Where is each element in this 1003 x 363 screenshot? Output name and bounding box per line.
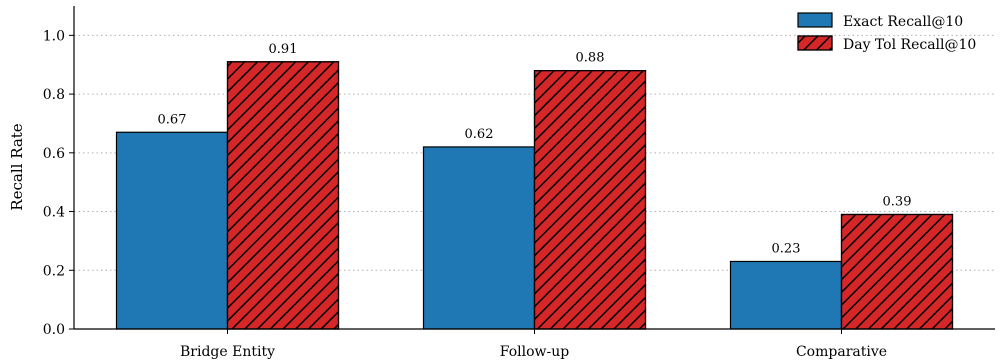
bars [115, 61, 954, 330]
bar-hatch [226, 61, 340, 330]
x-tick-label: Bridge Entity [180, 344, 275, 360]
y-tick-label: 0.4 [43, 205, 65, 221]
y-tick-label: 0.6 [43, 146, 65, 162]
legend-swatch [797, 12, 833, 28]
data-label: 0.67 [158, 112, 187, 127]
y-tick-label: 0.8 [43, 87, 65, 103]
y-tick-label: 0.2 [43, 263, 65, 279]
data-label: 0.23 [772, 241, 801, 256]
data-label: 0.39 [883, 194, 912, 209]
x-tick-label: Comparative [796, 344, 887, 360]
bar-exact [115, 131, 229, 330]
y-tick-label: 0.0 [43, 322, 65, 338]
legend-label: Day Tol Recall@10 [843, 37, 976, 53]
y-tick-label: 1.0 [43, 28, 65, 44]
bar-hatch [533, 69, 647, 330]
y-axis-label: Recall Rate [8, 123, 26, 210]
bar-exact [729, 260, 843, 330]
legend-swatch-hatch [797, 35, 833, 51]
legend: Exact Recall@10 Day Tol Recall@10 [797, 12, 976, 53]
data-label: 0.91 [269, 42, 298, 57]
x-tick-label: Follow-up [500, 344, 569, 360]
bar-hatch [840, 213, 954, 330]
bar-exact [422, 146, 536, 330]
labels: 0.0 0.2 0.4 0.6 0.8 1.0 0.67 0.91 Bridge Entity 0… [43, 28, 912, 360]
data-label: 0.88 [576, 51, 605, 66]
data-label: 0.62 [465, 127, 494, 142]
legend-label: Exact Recall@10 [843, 14, 963, 30]
axes [69, 6, 995, 334]
